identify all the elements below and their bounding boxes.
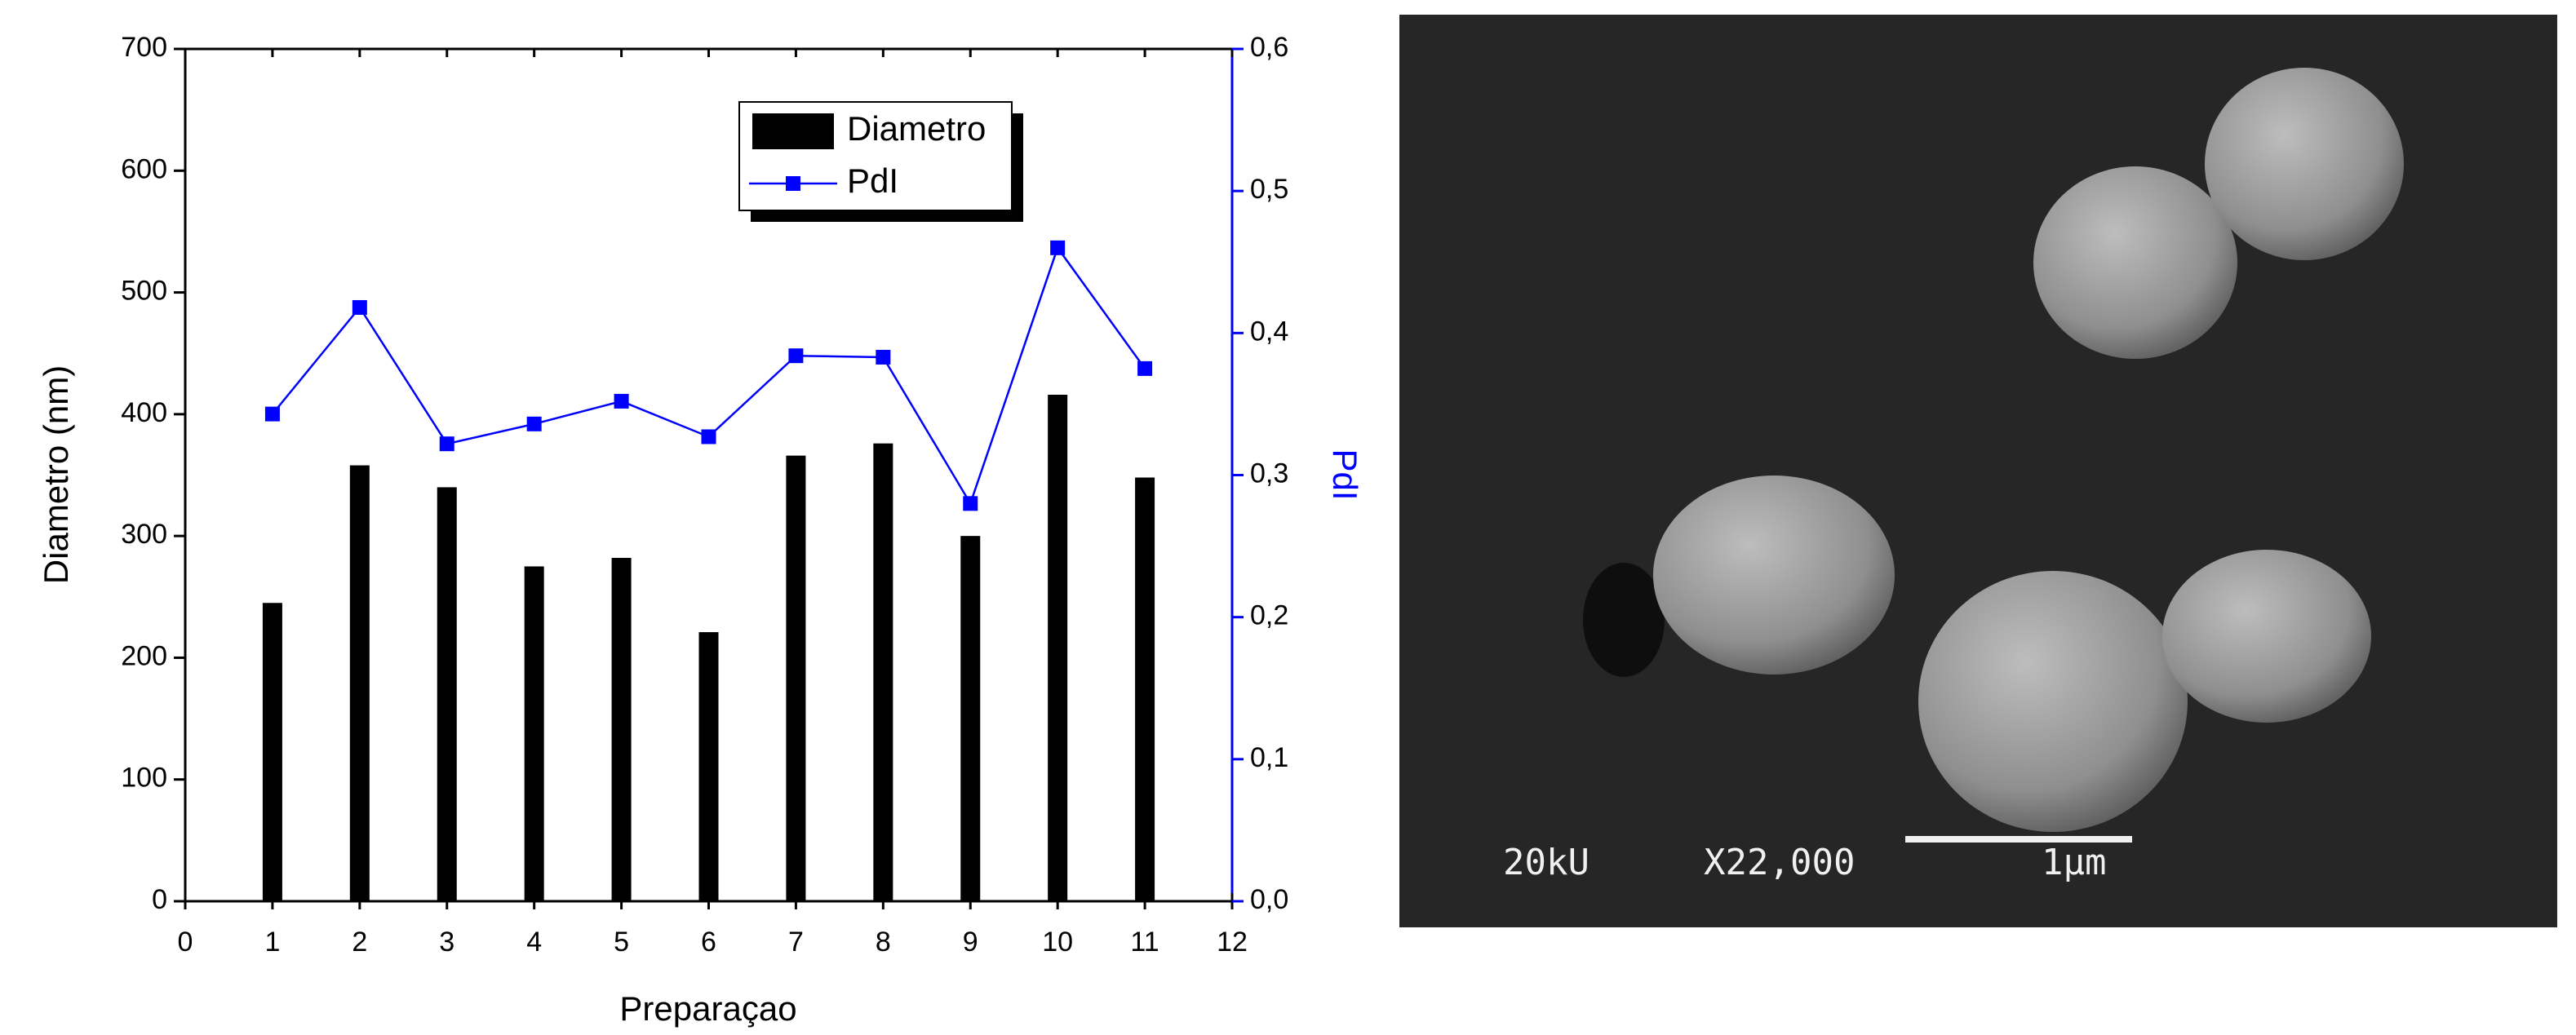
y-tick-label: 500 — [121, 276, 167, 307]
y2-tick-label: 0,2 — [1250, 600, 1288, 631]
x-tick-label: 2 — [352, 927, 367, 958]
legend-label: Diametro — [847, 109, 986, 148]
point — [788, 348, 804, 364]
legend-label: PdI — [847, 161, 898, 200]
x-tick-label: 3 — [439, 927, 454, 958]
y2-tick-label: 0,3 — [1250, 458, 1288, 489]
point — [701, 429, 716, 445]
point — [614, 393, 629, 409]
point — [526, 416, 542, 431]
point — [1050, 240, 1066, 255]
scale-label: 1µm — [2042, 842, 2106, 883]
x-tick-label: 0 — [178, 927, 193, 958]
y2-tick-label: 0,1 — [1250, 742, 1288, 773]
particle — [2205, 68, 2404, 260]
legend-swatch — [752, 113, 834, 149]
point — [876, 349, 891, 365]
y2-tick-label: 0,4 — [1250, 316, 1288, 347]
legend-swatch — [786, 176, 800, 191]
y2-tick-label: 0,0 — [1250, 884, 1288, 915]
x-tick-label: 5 — [614, 927, 629, 958]
y2-tick-label: 0,6 — [1250, 32, 1288, 63]
bar — [349, 465, 370, 901]
y2-tick-label: 0,5 — [1250, 174, 1288, 205]
x-tick-label: 11 — [1130, 927, 1159, 958]
x-tick-label: 9 — [963, 927, 978, 958]
y-tick-label: 100 — [121, 763, 167, 794]
micrograph: 20kU X22,000 1µm — [1399, 15, 2557, 927]
voltage: 20kU — [1503, 842, 1589, 883]
bar — [1135, 477, 1155, 901]
x-axis-title: Preparaçao — [619, 989, 796, 1028]
bar — [960, 536, 981, 901]
point — [352, 299, 367, 315]
y-tick-label: 300 — [121, 519, 167, 550]
bar — [437, 487, 457, 901]
y-tick-label: 400 — [121, 397, 167, 428]
line — [271, 245, 1146, 506]
point — [963, 496, 978, 511]
particle — [1653, 475, 1895, 675]
x-tick-label: 1 — [264, 927, 280, 958]
x-tick-label: 7 — [788, 927, 804, 958]
bar — [262, 603, 282, 901]
point — [264, 406, 280, 422]
x-tick-label: 4 — [526, 927, 542, 958]
magnification: X22,000 — [1704, 842, 1855, 883]
particle — [2033, 166, 2237, 359]
x-tick-label: 6 — [701, 927, 716, 958]
bar — [524, 566, 544, 901]
point — [439, 436, 454, 452]
x-tick-label: 12 — [1217, 927, 1248, 958]
particle — [1918, 571, 2188, 832]
y-tick-label: 600 — [121, 153, 167, 184]
bar — [611, 558, 632, 901]
shadow — [1583, 563, 1665, 677]
y-tick-label: 200 — [121, 640, 167, 671]
x-tick-label: 10 — [1042, 927, 1073, 958]
bar — [873, 443, 893, 901]
point — [1137, 360, 1153, 376]
bar — [786, 455, 806, 901]
bar — [698, 632, 719, 901]
y2-axis-title: PdI — [1326, 449, 1364, 500]
y-axis-title: Diametro (nm) — [37, 365, 75, 584]
y-tick-label: 700 — [121, 32, 167, 63]
y-tick-label: 0 — [152, 884, 167, 915]
bar — [1048, 394, 1068, 901]
particle — [2162, 550, 2371, 723]
x-tick-label: 8 — [876, 927, 891, 958]
